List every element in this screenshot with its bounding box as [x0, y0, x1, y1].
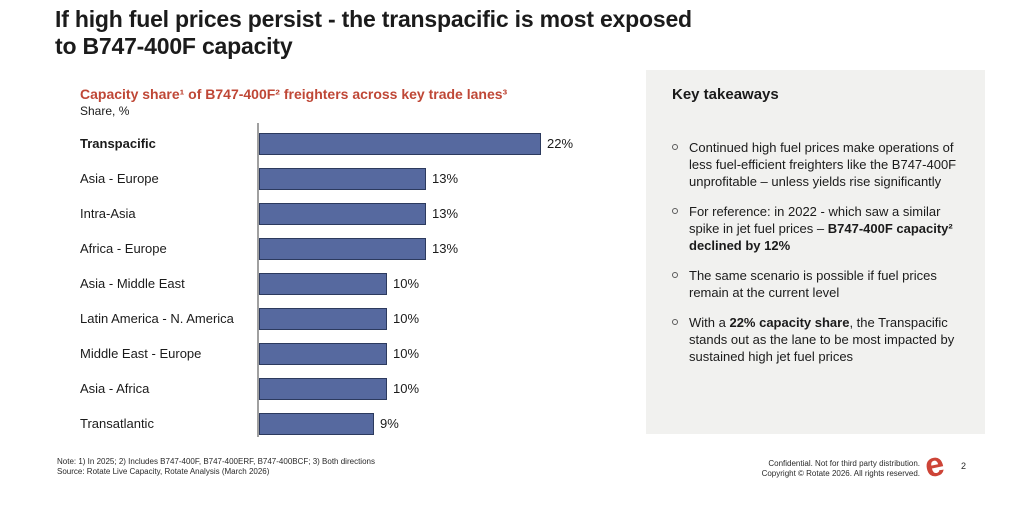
bar-value-label: 10%	[393, 381, 420, 396]
legal-line-1: Confidential. Not for third party distri…	[768, 459, 920, 468]
bar-category-label: Transpacific	[80, 136, 156, 151]
page-number: 2	[961, 461, 967, 471]
bar	[259, 132, 541, 155]
chart-row: Latin America - N. America 10%	[80, 301, 660, 336]
bar-value-label: 22%	[547, 136, 574, 151]
chart-unit-label: Share, %	[80, 104, 130, 118]
bar	[259, 272, 387, 295]
takeaways-heading: Key takeaways	[672, 86, 779, 103]
bar	[259, 307, 387, 330]
chart-row: Africa - Europe 13%	[80, 231, 660, 266]
bar	[259, 377, 387, 400]
footnote-block: Note: 1) In 2025; 2) Includes B747-400F,…	[57, 457, 375, 477]
bar-value-label: 9%	[380, 416, 399, 431]
bar-value-label: 10%	[393, 311, 420, 326]
chart-row: Asia - Africa 10%	[80, 371, 660, 406]
bar-chart: Transpacific 22% Asia - Europe 13% Intra-Asi…	[80, 126, 660, 441]
bar-value-label: 13%	[432, 206, 459, 221]
takeaway-bullet: With a 22% capacity share, the Transpaci…	[672, 314, 967, 365]
bar	[259, 342, 387, 365]
takeaway-bullet: The same scenario is possible if fuel pr…	[672, 267, 967, 301]
takeaway-bullet: For reference: in 2022 - which saw a sim…	[672, 203, 967, 254]
footnote-line-2: Source: Rotate Live Capacity, Rotate Ana…	[57, 467, 270, 476]
bar-category-label: Asia - Africa	[80, 381, 150, 396]
chart-row: Asia - Europe 13%	[80, 161, 660, 196]
chart-row: Transatlantic 9%	[80, 406, 660, 441]
bullet-circle-icon	[672, 208, 678, 214]
legal-line-2: Copyright © Rotate 2026. All rights rese…	[761, 469, 920, 478]
chart-row: Intra-Asia 13%	[80, 196, 660, 231]
bar-category-label: Asia - Europe	[80, 171, 159, 186]
bar-value-label: 10%	[393, 276, 420, 291]
bar-category-label: Africa - Europe	[80, 241, 167, 256]
bullet-text: With a 22% capacity share, the Transpaci…	[689, 315, 955, 364]
key-takeaways-panel: Key takeaways Continued high fuel prices…	[646, 70, 985, 434]
bullet-circle-icon	[672, 319, 678, 325]
chart-row: Transpacific 22%	[80, 126, 660, 161]
bullet-circle-icon	[672, 144, 678, 150]
bullet-text: For reference: in 2022 - which saw a sim…	[689, 204, 953, 253]
slide-title: If high fuel prices persist - the transp…	[55, 6, 692, 59]
bar-value-label: 10%	[393, 346, 420, 361]
rotate-logo-icon: e	[921, 444, 948, 486]
chart-title: Capacity share¹ of B747-400F² freighters…	[80, 86, 508, 102]
footnote-line-1: Note: 1) In 2025; 2) Includes B747-400F,…	[57, 457, 375, 466]
chart-baseline-axis	[257, 123, 259, 437]
bar-value-label: 13%	[432, 171, 459, 186]
chart-row: Middle East - Europe 10%	[80, 336, 660, 371]
bar-category-label: Intra-Asia	[80, 206, 136, 221]
bar	[259, 237, 426, 260]
bar	[259, 202, 426, 225]
bullet-text: Continued high fuel prices make operatio…	[689, 140, 957, 189]
bar-category-label: Asia - Middle East	[80, 276, 185, 291]
bar-category-label: Middle East - Europe	[80, 346, 202, 361]
legal-block: Confidential. Not for third party distri…	[762, 459, 920, 479]
bar-value-label: 13%	[432, 241, 459, 256]
bullet-text: The same scenario is possible if fuel pr…	[689, 268, 937, 300]
bullet-circle-icon	[672, 272, 678, 278]
bar-category-label: Transatlantic	[80, 416, 154, 431]
bar	[259, 412, 374, 435]
bar	[259, 167, 426, 190]
takeaways-bullet-list: Continued high fuel prices make operatio…	[672, 139, 967, 365]
takeaway-bullet: Continued high fuel prices make operatio…	[672, 139, 967, 190]
chart-row: Asia - Middle East 10%	[80, 266, 660, 301]
bar-category-label: Latin America - N. America	[80, 311, 234, 326]
